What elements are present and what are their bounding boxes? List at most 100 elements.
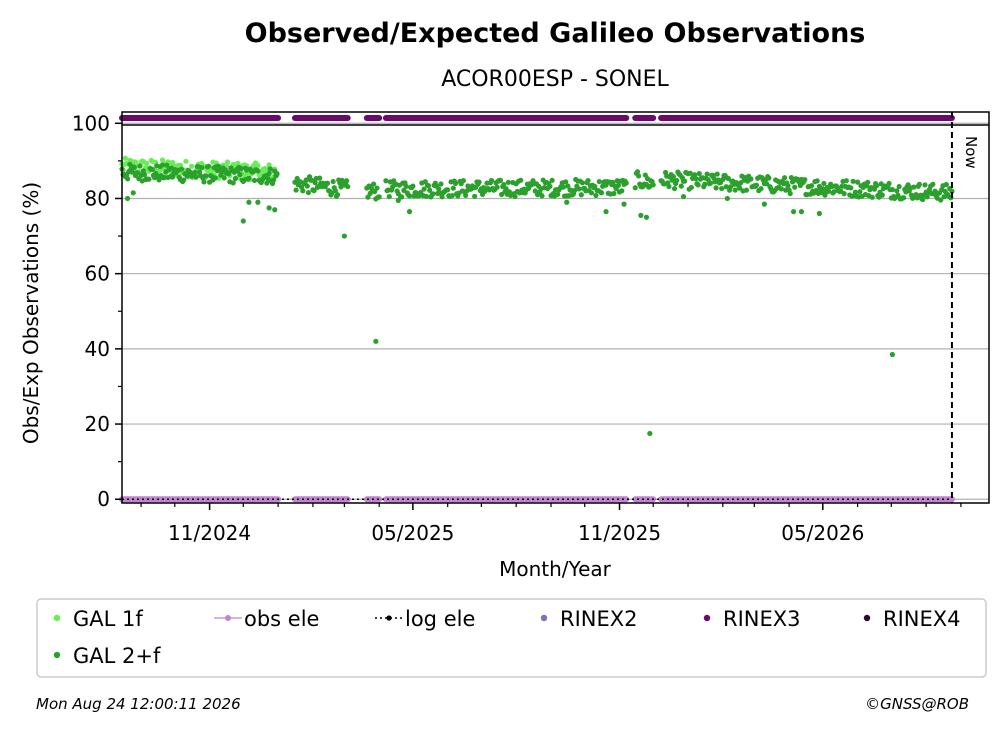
gal-2f-outlier — [816, 210, 823, 217]
gal-2f-point — [450, 185, 456, 191]
gal-2f-point — [547, 183, 553, 190]
gal-2f-point — [585, 177, 591, 184]
gal-2f-point — [688, 184, 694, 191]
gal-2f-point — [825, 188, 832, 194]
legend-marker — [863, 614, 871, 622]
gal-2f-point — [874, 182, 880, 189]
gal-2f-point — [505, 179, 511, 185]
gal-2f-point — [865, 179, 871, 185]
gal-2f-point — [855, 179, 861, 185]
gal-2f-point — [421, 186, 427, 192]
now-label: Now — [962, 136, 980, 169]
gal-2f-point — [650, 182, 656, 188]
gal-2f-outlier — [341, 233, 347, 239]
gal-2f-point — [439, 194, 445, 200]
gal-2f-point — [436, 186, 442, 192]
gal-2f-point — [916, 181, 922, 187]
gal-2f-point — [264, 180, 270, 186]
gal-2f-point — [563, 179, 569, 185]
gal-2f-point — [938, 197, 944, 203]
footer-timestamp: Mon Aug 24 12:00:11 2026 — [36, 695, 241, 713]
gal-2f-point — [205, 163, 212, 169]
gal-2f-point — [714, 171, 720, 177]
legend-marker — [225, 615, 231, 621]
legend-entry: RINEX3 — [703, 607, 801, 631]
gal-2f-point — [782, 175, 788, 181]
gal-2f-point — [670, 174, 677, 180]
legend-marker — [540, 614, 548, 622]
y-tick-label: 60 — [85, 262, 110, 286]
gal-2f-point — [615, 182, 621, 188]
legend-entry: GAL 1f — [53, 607, 143, 631]
gal-2f-outlier — [761, 201, 767, 207]
y-tick-label: 20 — [85, 412, 110, 436]
gal-2f-point — [238, 165, 244, 172]
gal-2f-outlier — [255, 199, 261, 205]
gal-2f-point — [869, 194, 875, 200]
gal-2f-point — [565, 183, 571, 189]
gal-2f-outlier — [798, 209, 805, 215]
gal-2f-point — [199, 164, 205, 171]
gal-2f-point — [271, 177, 277, 183]
gal-2f-point — [184, 173, 190, 179]
gal-2f-point — [438, 181, 444, 187]
legend-entry: log ele — [375, 607, 475, 631]
gal-2f-outlier — [621, 201, 627, 207]
gal-2f-point — [821, 180, 827, 187]
y-tick-label: 40 — [85, 337, 110, 361]
gal-2f-point — [889, 186, 896, 193]
gal-2f-point — [159, 162, 166, 168]
gal-2f-point — [383, 178, 389, 184]
gal-2f-point — [666, 183, 672, 190]
gal-2f-point — [778, 186, 784, 192]
gal-2f-point — [430, 191, 436, 197]
gal-2f-point — [501, 181, 507, 188]
gal-2f-point — [146, 176, 152, 182]
x-tick-label: 11/2024 — [168, 521, 251, 545]
legend-label: obs ele — [244, 607, 319, 631]
chart-title: Observed/Expected Galileo Observations — [245, 18, 866, 49]
gal-1f-point — [144, 160, 150, 167]
gal-2f-point — [911, 184, 917, 190]
gal-2f-outlier — [272, 207, 278, 213]
gal-2f-point — [802, 176, 808, 183]
gal-2f-point — [723, 184, 729, 190]
gal-2f-point — [632, 185, 638, 191]
gal-2f-outlier — [724, 195, 730, 202]
gal-2f-point — [403, 183, 409, 189]
gal-2f-point — [181, 177, 187, 183]
gal-2f-point — [201, 179, 207, 185]
gal-2f-point — [230, 180, 236, 186]
legend-label: RINEX4 — [883, 607, 961, 631]
gal-2f-point — [787, 190, 793, 197]
gal-2f-point — [300, 188, 306, 194]
gal-2f-point — [623, 180, 629, 186]
gal-2f-point — [901, 195, 907, 201]
gal-2f-point — [304, 183, 310, 189]
gal-2f-point — [344, 178, 350, 184]
gal-2f-point — [494, 184, 500, 190]
gal-2f-point — [332, 188, 338, 194]
gal-2f-point — [305, 189, 312, 196]
gal-2f-point — [125, 176, 131, 182]
gal-2f-outlier — [647, 430, 653, 437]
legend-marker — [53, 651, 61, 659]
gal-2f-point — [370, 181, 377, 187]
gal-2f-outlier — [680, 193, 687, 200]
chart-subtitle: ACOR00ESP - SONEL — [441, 67, 669, 92]
gal-2f-point — [549, 177, 555, 183]
gal-2f-point — [678, 183, 684, 189]
gal-2f-outlier — [246, 199, 252, 205]
gal-2f-point — [766, 175, 772, 181]
data-points — [119, 155, 955, 203]
gal-2f-point — [303, 177, 309, 183]
gal-2f-point — [555, 191, 561, 197]
gal-2f-outlier — [266, 205, 272, 211]
gal-2f-point — [330, 178, 336, 185]
gal-2f-point — [619, 188, 625, 194]
legend-entry: obs ele — [214, 607, 319, 631]
gal-2f-point — [894, 188, 900, 194]
gal-2f-point — [588, 190, 595, 196]
gal-2f-point — [178, 166, 185, 172]
